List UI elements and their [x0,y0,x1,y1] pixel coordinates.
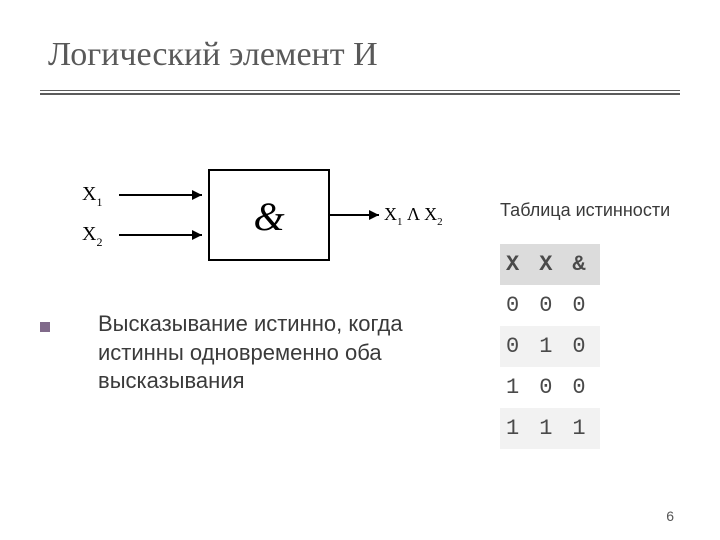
col-x2: X [533,244,566,285]
input1-label: X1 [82,183,102,209]
table-row: 0 0 0 [500,285,600,326]
title-underline [40,90,680,95]
output-label: X1 Λ X2 [384,204,443,228]
truth-table: X X & 0 0 0 0 1 0 1 0 0 1 1 [500,244,600,449]
gate-symbol: & [253,194,284,239]
col-and: & [566,244,599,285]
table-row: 1 0 0 [500,367,600,408]
input2-label: X2 [82,223,102,249]
statement-text: Высказывание истинно, когда истинны одно… [98,310,428,396]
truth-table-caption: Таблица истинности [500,200,670,221]
page-title: Логический элемент И [48,36,378,74]
truth-table-header: X X & [500,244,600,285]
page-number: 6 [666,508,674,524]
table-row: 0 1 0 [500,326,600,367]
table-row: 1 1 1 [500,408,600,449]
bullet-square-icon [40,322,50,332]
logic-gate-diagram: & X1 X2 X1 Λ X2 [74,160,444,270]
col-x1: X [500,244,533,285]
